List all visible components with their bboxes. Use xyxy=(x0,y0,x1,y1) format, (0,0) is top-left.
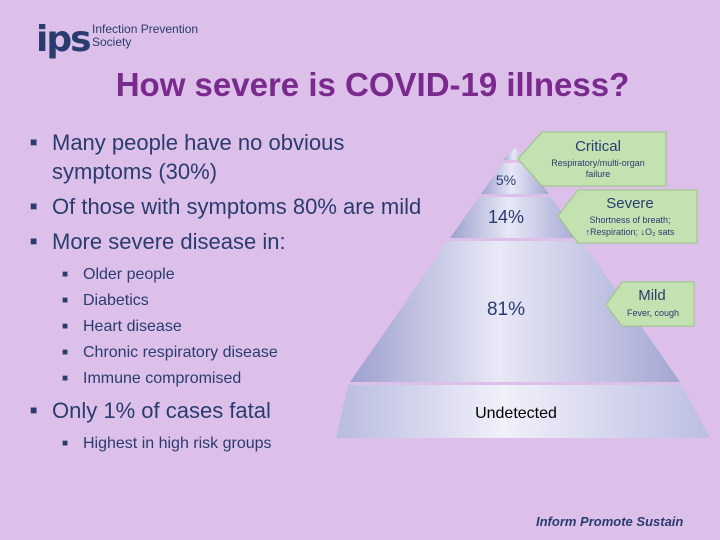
sub-bullet-item: ■ Highest in high risk groups xyxy=(30,431,430,457)
callout-desc-mild: Fever, cough xyxy=(627,308,679,318)
logo-mark: ips xyxy=(36,19,92,60)
logo-line-1: Infection Prevention xyxy=(92,22,199,36)
sub-bullet-item: ■ Heart disease xyxy=(30,314,430,340)
square-bullet-icon: ■ xyxy=(62,347,69,358)
callout-title-severe: Severe xyxy=(606,195,654,212)
sub-bullet-item: ■ Diabetics xyxy=(30,288,430,314)
callout-desc-severe-line1: Shortness of breath; xyxy=(589,215,670,225)
square-bullet-icon: ■ xyxy=(30,403,38,417)
footer-tagline: Inform Promote Sustain xyxy=(536,514,684,529)
square-bullet-icon: ■ xyxy=(30,199,38,213)
square-bullet-icon: ■ xyxy=(62,438,69,449)
square-bullet-icon: ■ xyxy=(62,373,69,384)
callout-desc-critical-line2: failure xyxy=(586,169,611,179)
sub-bullet-list: ■ Highest in high risk groups xyxy=(30,431,430,457)
bullet-item: ■ Many people have no obvious symptoms (3… xyxy=(30,130,345,184)
bullet-item: ■ Of those with symptoms 80% are mild xyxy=(30,194,422,219)
sub-bullet-list: ■ Older people ■ Diabetics ■ Heart disease … xyxy=(30,262,430,392)
callout-severe xyxy=(557,189,698,244)
pyramid-tier-critical xyxy=(503,148,527,160)
logo-text: Infection Prevention Society xyxy=(92,23,198,49)
callout-desc-critical-line1: Respiratory/multi-organ xyxy=(551,158,645,168)
pyramid-tier-severe xyxy=(450,197,580,238)
square-bullet-icon: ■ xyxy=(62,269,69,280)
callout-mild xyxy=(605,281,695,327)
callout-critical xyxy=(517,131,667,187)
square-bullet-icon: ■ xyxy=(30,234,38,248)
ips-logo: ips Infection Prevention Society xyxy=(36,20,226,60)
tier-value-mild: 81% xyxy=(487,299,525,320)
sub-bullet-item: ■ Chronic respiratory disease xyxy=(30,340,430,366)
square-bullet-icon: ■ xyxy=(62,321,69,332)
logo-line-2: Society xyxy=(92,35,132,49)
square-bullet-icon: ■ xyxy=(30,135,38,149)
bullet-list: ■ Many people have no obvious symptoms (3… xyxy=(30,128,430,461)
square-bullet-icon: ■ xyxy=(62,295,69,306)
slide-title: How severe is COVID-19 illness? xyxy=(115,66,630,103)
pyramid-tier-critical xyxy=(481,163,549,194)
tier-value-severe: 14% xyxy=(488,207,524,227)
callout-desc-severe-line2: ↑Respiration; ↓O₂ sats xyxy=(585,227,675,237)
tier-label-undetected: Undetected xyxy=(475,405,557,422)
tier-value-critical: 5% xyxy=(496,172,516,188)
bullet-item: ■ More severe disease in: xyxy=(30,229,286,254)
sub-bullet-item: ■ Older people xyxy=(30,262,430,288)
callout-title-mild: Mild xyxy=(638,287,666,304)
bullet-item: ■ Only 1% of cases fatal xyxy=(30,398,271,423)
callout-title-critical: Critical xyxy=(575,138,621,155)
sub-bullet-item: ■ Immune compromised xyxy=(30,366,430,392)
